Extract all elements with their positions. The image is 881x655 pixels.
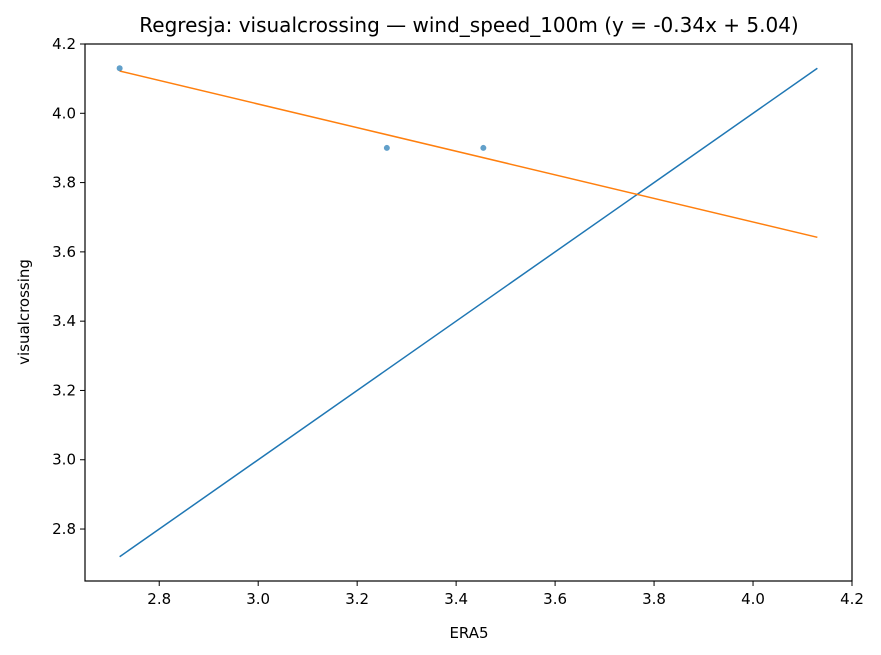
y-tick-label: 3.2 xyxy=(52,381,76,399)
x-tick-label: 3.0 xyxy=(246,590,270,608)
scatter-point xyxy=(480,144,487,151)
x-tick-label: 4.2 xyxy=(840,590,864,608)
x-tick-label: 3.4 xyxy=(444,590,468,608)
axes-frame xyxy=(84,43,853,582)
x-tick-label: 4.0 xyxy=(741,590,765,608)
y-tick-label: 3.8 xyxy=(52,174,76,192)
x-tick-label: 3.6 xyxy=(543,590,567,608)
y-tick-label: 2.8 xyxy=(52,520,76,538)
y-tick-label: 3.4 xyxy=(52,312,76,330)
x-tick-label: 3.8 xyxy=(642,590,666,608)
scatter-point xyxy=(383,144,390,151)
y-tick-label: 3.6 xyxy=(52,243,76,261)
y-tick-label: 4.2 xyxy=(52,35,76,53)
y-tick-label: 3.0 xyxy=(52,451,76,469)
y-axis: 2.8 3.0 3.2 3.4 3.6 3.8 4.0 4.2 xyxy=(52,35,85,538)
y-axis-label: visualcrossing xyxy=(15,259,33,365)
plot-area xyxy=(116,65,818,558)
regression-line xyxy=(119,70,818,239)
x-tick-label: 3.2 xyxy=(345,590,369,608)
identity-line xyxy=(119,67,818,558)
scatter-point xyxy=(116,65,123,72)
chart-title: Regresja: visualcrossing — wind_speed_10… xyxy=(139,13,798,37)
x-tick-label: 2.8 xyxy=(147,590,171,608)
x-axis: 2.8 3.0 3.2 3.4 3.6 3.8 4.0 4.2 xyxy=(147,581,864,608)
x-axis-label: ERA5 xyxy=(449,624,488,642)
y-tick-label: 4.0 xyxy=(52,104,76,122)
